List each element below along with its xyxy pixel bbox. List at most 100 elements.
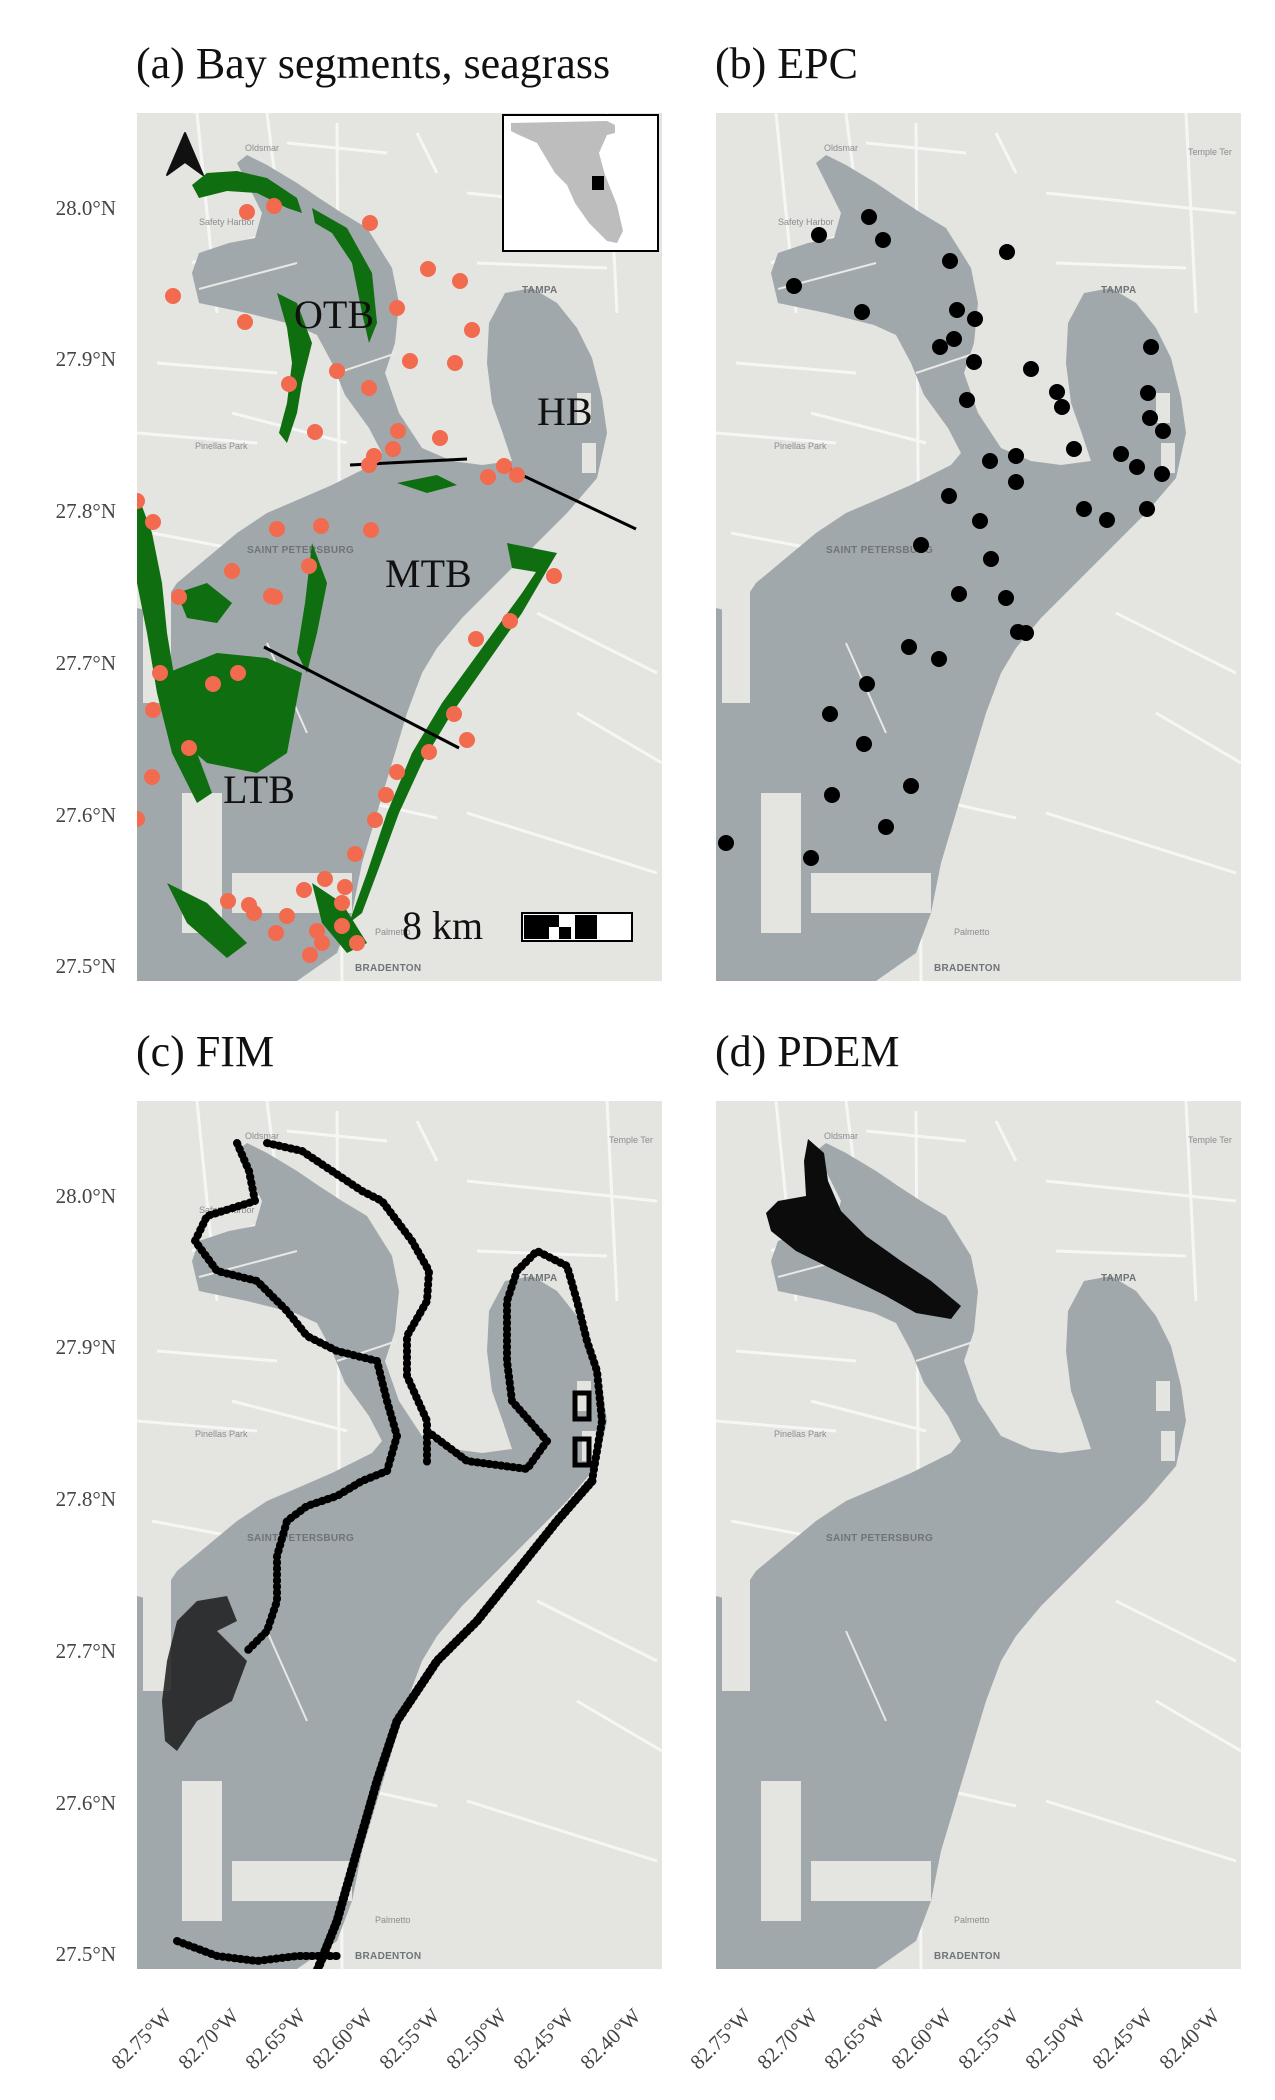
panel-a-title: (a) Bay segments, seagrass [136, 39, 611, 88]
island [1006, 283, 1024, 323]
epc-station-point [951, 586, 967, 602]
island [582, 443, 596, 473]
island [811, 1861, 931, 1901]
place-label-safety-harbor: Safety Harbor [778, 217, 834, 227]
seagrass-points [137, 198, 562, 963]
seagrass-sample-point [509, 467, 525, 483]
place-label-saint-petersburg: SAINT PETERSBURG [826, 545, 933, 556]
seagrass-sample-point [314, 935, 330, 951]
seagrass-sample-point [267, 589, 283, 605]
seagrass-sample-point [313, 518, 329, 534]
segment-labels: OTB HB MTB LTB [223, 292, 593, 812]
road [137, 431, 258, 445]
place-label-tampa: TAMPA [522, 1273, 558, 1284]
road [1045, 1799, 1237, 1863]
place-label-temple-terrace: Temple Ter [1188, 147, 1232, 157]
seagrass-sample-point [337, 879, 353, 895]
epc-station-point [786, 278, 802, 294]
island [722, 583, 750, 703]
seagrass-sample-point [347, 846, 363, 862]
place-label-oldsmar: Oldsmar [245, 1131, 279, 1141]
y-tick-label: 27.7°N [55, 1639, 116, 1663]
basemap: Oldsmar Safety Harbor TAMPA Temple Ter Pinel… [716, 113, 1241, 981]
place-label-safety-harbor: Safety Harbor [199, 217, 255, 227]
seagrass-sample-point [385, 441, 401, 457]
segment-label-mtb: MTB [385, 551, 472, 596]
bay-water [137, 155, 607, 981]
epc-station-point [1076, 501, 1092, 517]
seagrass-sample-point [237, 314, 253, 330]
place-label-saint-petersburg: SAINT PETERSBURG [826, 1533, 933, 1544]
bay-water [716, 1143, 1186, 1969]
seagrass-patch [297, 543, 327, 673]
bay-water [716, 155, 1186, 981]
inset-map [502, 114, 659, 252]
place-label-temple-terrace: Temple Ter [609, 1135, 653, 1145]
place-label-tampa: TAMPA [1101, 285, 1137, 296]
place-label-palmetto: Palmetto [375, 927, 411, 937]
seagrass-sample-point [390, 423, 406, 439]
epc-station-point [854, 304, 870, 320]
seagrass-sample-point [317, 871, 333, 887]
seagrass-sample-point [334, 918, 350, 934]
island [811, 873, 931, 913]
bridge [915, 352, 977, 374]
y-tick-label: 27.9°N [55, 1335, 116, 1359]
fim-samples [162, 1139, 606, 1969]
place-label-palmetto: Palmetto [954, 927, 990, 937]
seagrass-sample-point [307, 424, 323, 440]
epc-station-point [932, 339, 948, 355]
x-tick-label: 82.75°W [684, 2003, 756, 2074]
place-label-oldsmar: Oldsmar [824, 143, 858, 153]
epc-station-point [966, 354, 982, 370]
place-label-saint-petersburg: SAINT PETERSBURG [247, 545, 354, 556]
seagrass-sample-point [145, 514, 161, 530]
epc-station-point [998, 590, 1014, 606]
place-label-palmetto: Palmetto [375, 1915, 411, 1925]
road [810, 1399, 927, 1433]
seagrass-sample-point [220, 893, 236, 909]
bridge [915, 1340, 977, 1362]
road [536, 611, 658, 675]
island [761, 1781, 801, 1921]
seagrass-sample-point [502, 613, 518, 629]
pdem-samples [766, 1139, 961, 1319]
road [605, 1101, 619, 1302]
road [536, 1599, 658, 1663]
epc-station-point [1155, 423, 1171, 439]
road [576, 1699, 662, 1753]
road [1184, 113, 1198, 314]
road [466, 811, 658, 875]
bridge [336, 1340, 398, 1362]
bridge [266, 1630, 308, 1722]
epc-station-point [859, 676, 875, 692]
epc-station-point [903, 778, 919, 794]
seagrass-sample-point [464, 322, 480, 338]
epc-station-point [931, 651, 947, 667]
fim-shoreline-trace [191, 1139, 401, 1655]
seagrass-sample-point [367, 812, 383, 828]
road [156, 361, 278, 375]
place-label-bradenton: BRADENTON [934, 963, 1000, 974]
fim-hb-channel [572, 1436, 592, 1468]
bridge [845, 1630, 887, 1722]
island [427, 283, 445, 323]
x-tick-label: 82.50°W [440, 2003, 512, 2074]
y-tick-label: 27.5°N [55, 1942, 116, 1966]
epc-station-point [1008, 474, 1024, 490]
epc-station-point [822, 706, 838, 722]
seagrass-sample-point [301, 558, 317, 574]
panel-c-title: (c) FIM [136, 1027, 275, 1076]
epc-station-point [803, 850, 819, 866]
epc-station-point [856, 736, 872, 752]
island [1156, 393, 1170, 423]
bridge [336, 352, 398, 374]
island [1161, 443, 1175, 473]
island [761, 793, 801, 933]
epc-points [718, 209, 1171, 866]
bay-water [137, 1143, 607, 1969]
y-tick-label: 28.0°N [55, 196, 116, 220]
seagrass-patch [137, 493, 212, 803]
north-arrow-icon [166, 132, 204, 176]
